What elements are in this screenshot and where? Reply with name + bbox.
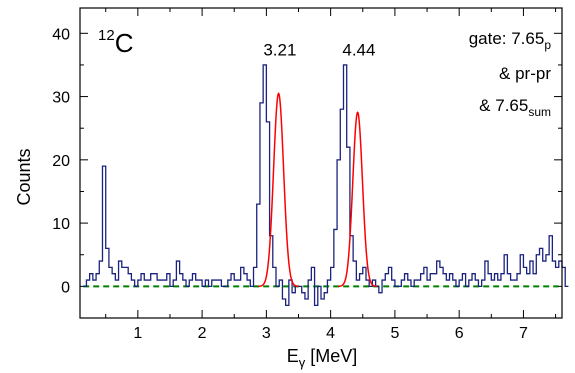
x-tick-label: 5 (390, 325, 399, 342)
peak-labels: 3.21 4.44 (263, 40, 375, 59)
gate-label-main: gate: 7.65 (469, 29, 545, 48)
fit-curve-layer (258, 92, 377, 288)
gate-label-line: & 7.65sum (479, 96, 551, 119)
isotope-label: 12C (98, 27, 133, 58)
axis-ticks (80, 8, 562, 319)
x-tick-label: 1 (133, 325, 142, 342)
plot-frame (79, 7, 563, 319)
gate-label-sub: p (544, 38, 551, 52)
peak-label: 3.21 (263, 40, 296, 59)
x-axis-label-sub: γ (299, 355, 306, 370)
y-tick-label: 40 (52, 26, 70, 43)
x-tick-label: 2 (198, 325, 207, 342)
isotope-mass: 12 (98, 27, 115, 44)
gate-labels: gate: 7.65p & pr-pr & 7.65sum (469, 29, 552, 119)
x-tick-label: 4 (326, 325, 335, 342)
gate-label-main: & 7.65 (479, 96, 528, 115)
gate-label-sub: sum (528, 105, 551, 119)
fit-curve-2 (338, 111, 377, 288)
x-tick-label: 6 (455, 325, 464, 342)
x-tick-label: 7 (519, 325, 528, 342)
isotope-symbol: C (115, 28, 134, 58)
y-tick-label: 10 (52, 216, 70, 233)
x-axis-label-rest: [MeV] (305, 346, 357, 366)
x-tick-label: 3 (262, 325, 271, 342)
y-tick-label: 30 (52, 90, 70, 107)
y-axis-label: Counts (14, 148, 34, 205)
gate-label-main: & pr-pr (499, 64, 551, 83)
histogram-series (83, 64, 569, 306)
y-tick-label: 20 (52, 153, 70, 170)
gate-label-line: & pr-pr (499, 64, 551, 83)
histogram-layer (83, 64, 569, 306)
gate-label-line: gate: 7.65p (469, 29, 552, 52)
x-axis-label-main: E (287, 346, 299, 366)
x-axis-label: Eγ [MeV] (287, 346, 358, 370)
fit-curve-1 (258, 92, 299, 288)
peak-label: 4.44 (342, 40, 375, 59)
y-tick-label: 0 (61, 279, 70, 296)
